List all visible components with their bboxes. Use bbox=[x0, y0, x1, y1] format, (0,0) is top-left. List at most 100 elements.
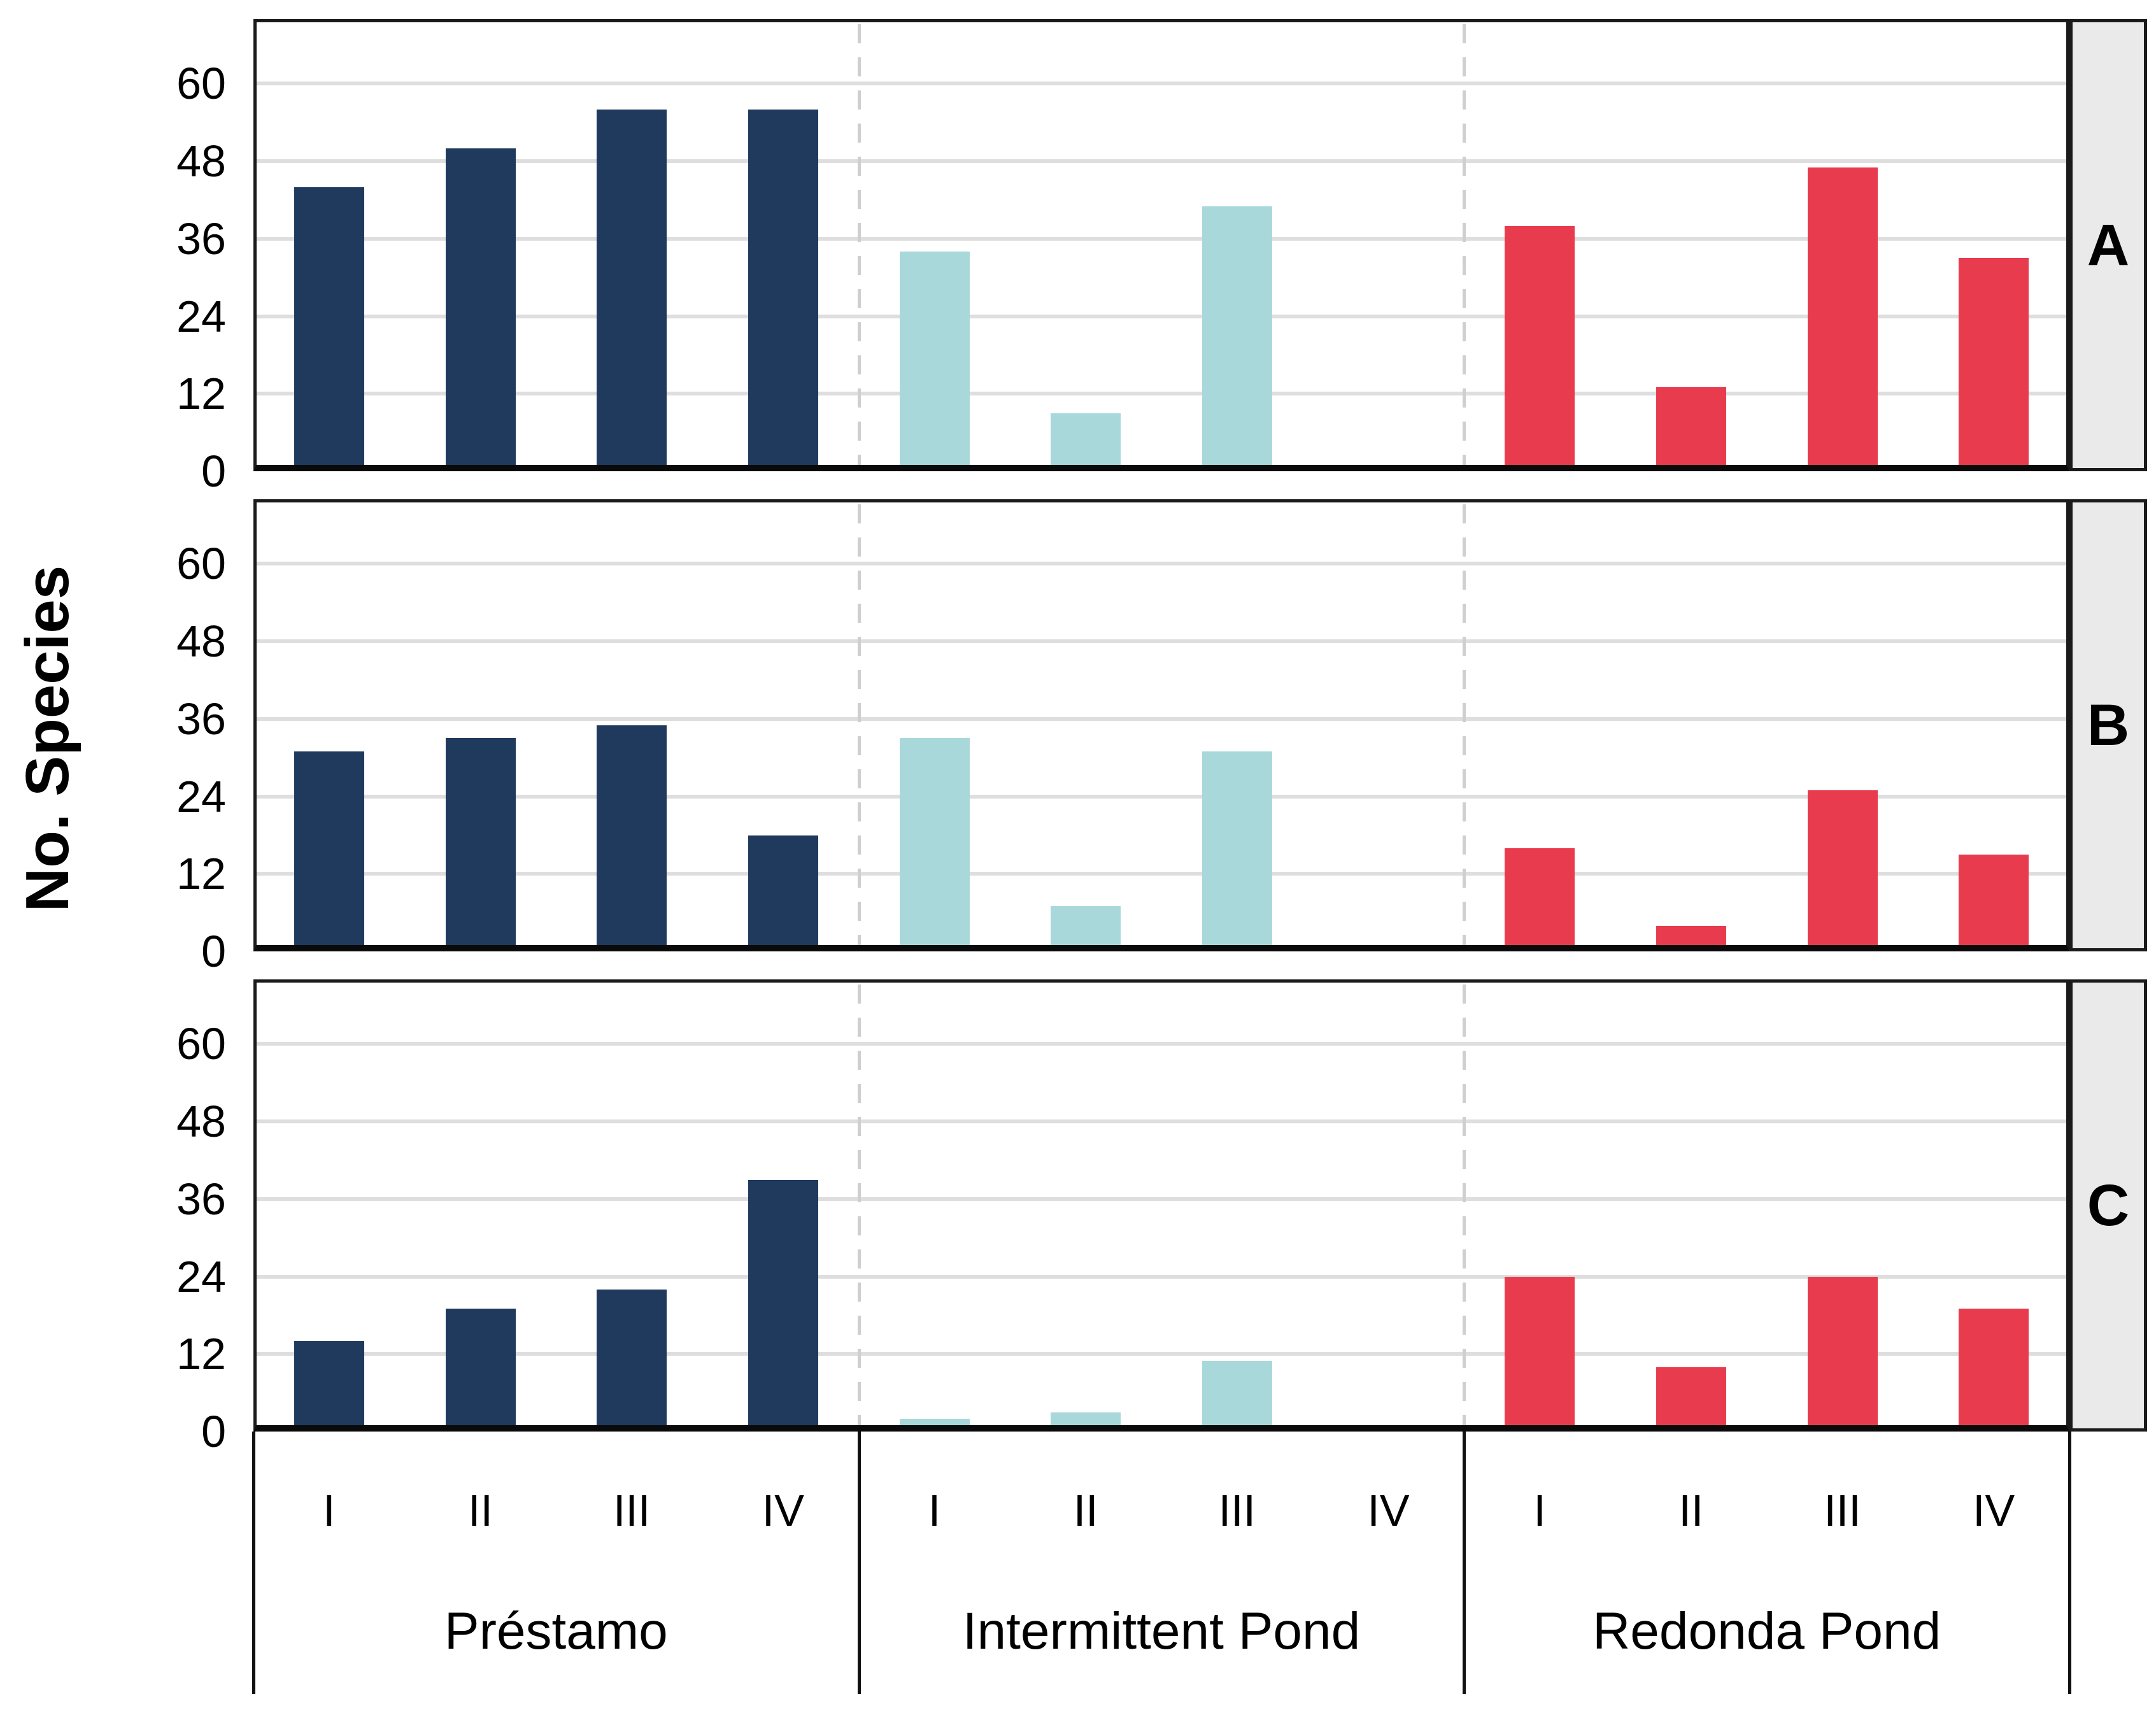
facet-strip-b: B bbox=[2069, 499, 2147, 951]
facet-letter-a: A bbox=[2087, 212, 2130, 278]
y-tick-label-36: 36 bbox=[176, 213, 226, 264]
x-tick-label-pr-stamo-i: I bbox=[323, 1486, 336, 1535]
facet-strip-a: A bbox=[2069, 19, 2147, 471]
x-tick-label-redonda-pond-iv: IV bbox=[1973, 1486, 2015, 1535]
category-separator-line bbox=[2068, 1432, 2071, 1694]
y-tick-label-0: 0 bbox=[201, 446, 226, 496]
bar-b-redonda-pond-ii bbox=[1656, 925, 1726, 945]
bar-b-pr-stamo-i bbox=[294, 751, 364, 945]
bar-c-intermittent-pond-iii bbox=[1202, 1360, 1272, 1425]
bar-c-pr-stamo-iii bbox=[597, 1290, 667, 1425]
category-separator-line bbox=[252, 1432, 255, 1694]
bar-b-pr-stamo-iv bbox=[748, 835, 818, 945]
gridline-36 bbox=[253, 716, 2069, 721]
y-tick-label-24: 24 bbox=[176, 1251, 226, 1302]
bar-b-redonda-pond-iii bbox=[1807, 790, 1878, 945]
gridline-36 bbox=[253, 236, 2069, 241]
y-tick-label-60: 60 bbox=[176, 59, 226, 109]
gridline-24 bbox=[253, 794, 2069, 799]
panel-b-plot-area bbox=[253, 499, 2069, 951]
bar-c-redonda-pond-ii bbox=[1656, 1367, 1726, 1425]
y-tick-label-48: 48 bbox=[176, 616, 226, 667]
group-divider-dashed bbox=[1463, 504, 1466, 945]
gridline-60 bbox=[253, 562, 2069, 566]
bar-b-pr-stamo-ii bbox=[445, 738, 516, 945]
group-divider-dashed bbox=[857, 984, 861, 1425]
bar-c-redonda-pond-i bbox=[1505, 1276, 1575, 1425]
x-group-label-pr-stamo: Préstamo bbox=[444, 1602, 668, 1660]
group-divider-dashed bbox=[857, 24, 861, 465]
gridline-48 bbox=[253, 639, 2069, 644]
y-tick-label-12: 12 bbox=[176, 1329, 226, 1379]
y-tick-label-24: 24 bbox=[176, 771, 226, 821]
x-tick-label-intermittent-pond-iii: III bbox=[1218, 1486, 1256, 1535]
x-tick-label-intermittent-pond-i: I bbox=[928, 1486, 941, 1535]
y-tick-label-12: 12 bbox=[176, 849, 226, 899]
x-tick-label-redonda-pond-iii: III bbox=[1824, 1486, 1861, 1535]
gridline-60 bbox=[253, 82, 2069, 86]
bar-c-intermittent-pond-i bbox=[899, 1418, 970, 1425]
bar-a-intermittent-pond-i bbox=[899, 252, 970, 465]
bar-a-pr-stamo-iii bbox=[597, 110, 667, 465]
group-divider-dashed bbox=[857, 504, 861, 945]
panel-a-plot-area bbox=[253, 19, 2069, 471]
bar-a-redonda-pond-iv bbox=[1959, 258, 2029, 465]
gridline-48 bbox=[253, 1119, 2069, 1124]
x-tick-label-pr-stamo-ii: II bbox=[468, 1486, 493, 1535]
bar-a-intermittent-pond-ii bbox=[1051, 413, 1121, 465]
bar-a-pr-stamo-i bbox=[294, 187, 364, 465]
gridline-12 bbox=[253, 1352, 2069, 1356]
category-separator-line bbox=[857, 1432, 861, 1694]
y-tick-label-24: 24 bbox=[176, 291, 226, 341]
bar-a-redonda-pond-iii bbox=[1807, 167, 1878, 465]
facet-letter-c: C bbox=[2087, 1172, 2130, 1238]
bar-c-intermittent-pond-ii bbox=[1051, 1412, 1121, 1425]
y-tick-label-60: 60 bbox=[176, 1019, 226, 1069]
bar-c-redonda-pond-iv bbox=[1959, 1309, 2029, 1425]
group-divider-dashed bbox=[1463, 984, 1466, 1425]
gridline-24 bbox=[253, 314, 2069, 318]
y-axis-title: No. Species bbox=[13, 565, 82, 913]
y-tick-label-12: 12 bbox=[176, 369, 226, 419]
category-separator-line bbox=[1463, 1432, 1466, 1694]
bar-c-pr-stamo-i bbox=[294, 1341, 364, 1425]
y-tick-label-48: 48 bbox=[176, 1097, 226, 1147]
x-tick-label-pr-stamo-iii: III bbox=[613, 1486, 651, 1535]
gridline-60 bbox=[253, 1042, 2069, 1046]
bar-b-redonda-pond-i bbox=[1505, 848, 1575, 945]
bar-c-pr-stamo-iv bbox=[748, 1179, 818, 1425]
x-tick-label-intermittent-pond-ii: II bbox=[1073, 1486, 1098, 1535]
bar-c-redonda-pond-iii bbox=[1807, 1276, 1878, 1425]
bar-b-redonda-pond-iv bbox=[1959, 855, 2029, 945]
facet-strip-c: C bbox=[2069, 979, 2147, 1432]
bar-b-intermittent-pond-i bbox=[899, 738, 970, 945]
x-tick-label-intermittent-pond-iv: IV bbox=[1367, 1486, 1410, 1535]
gridline-48 bbox=[253, 159, 2069, 164]
bar-a-redonda-pond-i bbox=[1505, 225, 1575, 465]
x-group-label-redonda-pond: Redonda Pond bbox=[1592, 1602, 1941, 1660]
y-tick-label-0: 0 bbox=[201, 1407, 226, 1456]
x-tick-label-redonda-pond-i: I bbox=[1533, 1486, 1546, 1535]
gridline-24 bbox=[253, 1274, 2069, 1279]
y-tick-label-36: 36 bbox=[176, 1174, 226, 1224]
bar-a-intermittent-pond-iii bbox=[1202, 206, 1272, 465]
y-tick-label-0: 0 bbox=[201, 927, 226, 976]
bar-b-intermittent-pond-ii bbox=[1051, 906, 1121, 945]
bar-a-pr-stamo-ii bbox=[445, 148, 516, 465]
x-tick-label-pr-stamo-iv: IV bbox=[762, 1486, 804, 1535]
y-tick-label-36: 36 bbox=[176, 693, 226, 744]
bar-c-pr-stamo-ii bbox=[445, 1309, 516, 1425]
bar-b-pr-stamo-iii bbox=[597, 725, 667, 945]
y-tick-label-60: 60 bbox=[176, 539, 226, 589]
bar-a-redonda-pond-ii bbox=[1656, 387, 1726, 465]
x-group-label-intermittent-pond: Intermittent Pond bbox=[962, 1602, 1361, 1660]
facet-letter-b: B bbox=[2087, 692, 2130, 758]
group-divider-dashed bbox=[1463, 24, 1466, 465]
bar-b-intermittent-pond-iii bbox=[1202, 751, 1272, 945]
gridline-12 bbox=[253, 872, 2069, 876]
y-tick-label-48: 48 bbox=[176, 136, 226, 187]
gridline-36 bbox=[253, 1197, 2069, 1201]
bar-a-pr-stamo-iv bbox=[748, 110, 818, 465]
gridline-12 bbox=[253, 392, 2069, 396]
